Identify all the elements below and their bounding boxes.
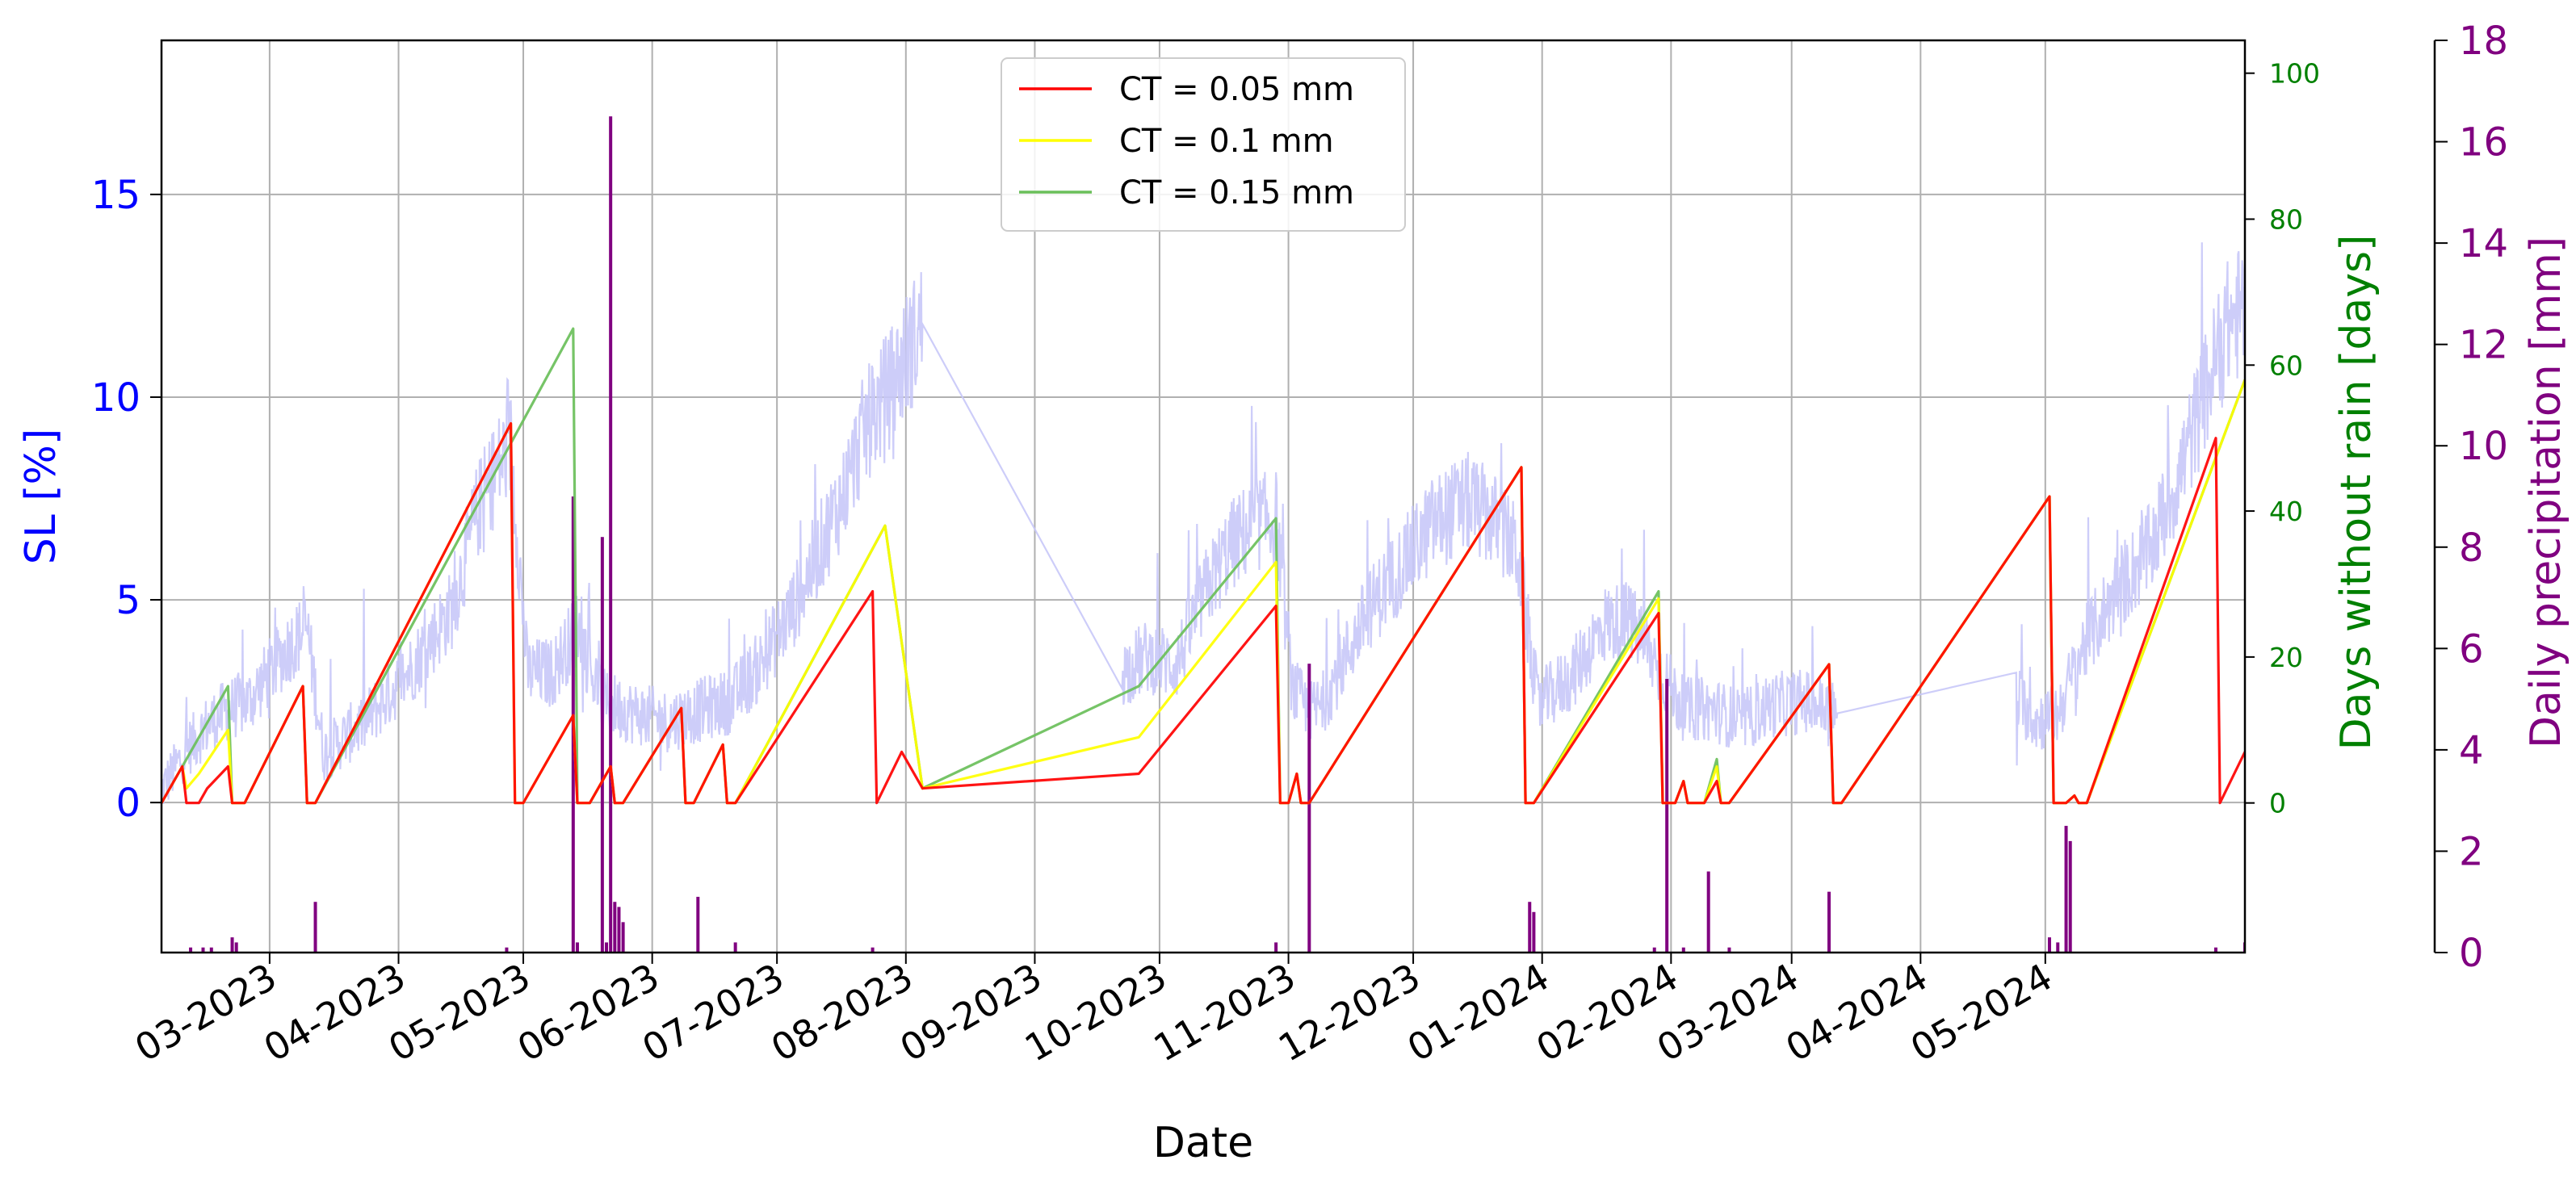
precip-bar [234, 942, 238, 953]
right-outer-y-axis: 0 2 4 6 8 10 12 14 16 18 [2433, 19, 2508, 976]
right-inner-tick-label: 80 [2269, 203, 2303, 235]
precip-bar [1665, 679, 1669, 953]
right-inner-y-axis: 0 20 40 60 80 100 [2245, 58, 2320, 819]
precip-bar [609, 116, 613, 953]
right-inner-tick-label: 40 [2269, 496, 2303, 527]
precip-bar [1706, 871, 1710, 953]
precip-bar [2213, 947, 2217, 953]
x-tick-label: 05-2024 [1903, 955, 2059, 1070]
x-tick-label: 11-2023 [1147, 955, 1303, 1070]
precip-bar [600, 537, 604, 953]
right-inner-tick-label: 60 [2269, 350, 2303, 381]
x-tick-label: 04-2024 [1778, 955, 1934, 1070]
precip-bar [1274, 942, 1278, 953]
right-inner-y-axis-title: Days without rain [days] [2332, 235, 2381, 751]
x-axis: 03-202304-202305-202306-202307-202308-20… [128, 953, 2059, 1070]
legend-label: CT = 0.15 mm [1119, 174, 1354, 211]
precip-bar [1528, 902, 1532, 953]
right-outer-tick-label: 14 [2459, 221, 2508, 266]
precip-bar [189, 947, 193, 953]
precip-bar [2068, 840, 2072, 953]
right-outer-y-axis-title: Daily precipitation [mm] [2522, 237, 2570, 748]
x-tick-label: 12-2023 [1271, 955, 1427, 1070]
precip-bar [575, 942, 579, 953]
left-tick-label: 15 [91, 173, 141, 218]
left-y-axis-title: SL [%] [17, 429, 65, 565]
left-y-axis: 0 5 10 15 [91, 173, 162, 826]
x-tick-label: 09-2023 [892, 955, 1048, 1070]
sl-series [162, 242, 2245, 804]
legend-label: CT = 0.05 mm [1119, 71, 1354, 108]
precip-bar [1652, 947, 1656, 953]
x-tick-label: 03-2023 [128, 955, 283, 1070]
legend-box [1001, 57, 1406, 232]
precip-bar [733, 942, 737, 953]
legend-label: CT = 0.1 mm [1119, 123, 1334, 160]
plot-frame [160, 39, 2247, 954]
precip-bar [1827, 891, 1831, 953]
precip-bar [209, 947, 213, 953]
precip-bar [313, 902, 317, 953]
precip-bar [505, 947, 509, 953]
precip-bar [2047, 937, 2051, 953]
days-without-rain-series [162, 327, 2245, 805]
dwr-line [162, 422, 2245, 805]
left-tick-label: 10 [91, 375, 141, 421]
right-inner-tick-label: 20 [2269, 642, 2303, 673]
precip-bar [696, 896, 700, 953]
right-inner-tick-label: 100 [2269, 58, 2320, 90]
sl-line [162, 242, 2245, 804]
right-outer-tick-label: 6 [2459, 626, 2484, 672]
x-tick-label: 01-2024 [1400, 955, 1556, 1070]
x-tick-label: 07-2023 [635, 955, 791, 1070]
precip-bar [621, 922, 625, 953]
precip-bar [1727, 947, 1731, 953]
precip-bar [2064, 826, 2068, 953]
left-tick-label: 0 [115, 781, 141, 826]
right-outer-tick-label: 18 [2459, 19, 2508, 64]
right-inner-tick-label: 0 [2269, 788, 2286, 819]
precip-bar [613, 902, 617, 953]
x-tick-label: 06-2023 [510, 955, 666, 1070]
precip-bar [1532, 911, 1536, 953]
right-outer-tick-label: 2 [2459, 829, 2484, 874]
right-outer-tick-label: 10 [2459, 424, 2508, 469]
right-outer-tick-label: 16 [2459, 120, 2508, 165]
x-tick-label: 08-2023 [764, 955, 920, 1070]
precip-bar [230, 937, 234, 953]
legend: CT = 0.05 mm CT = 0.1 mm CT = 0.15 mm [1001, 57, 1406, 232]
x-tick-label: 10-2023 [1017, 955, 1173, 1070]
x-tick-label: 05-2023 [381, 955, 537, 1070]
left-tick-label: 5 [115, 578, 141, 623]
precip-bar [605, 942, 609, 953]
precip-bar [617, 907, 621, 953]
precip-bar [1681, 947, 1685, 953]
x-tick-label: 04-2023 [257, 955, 413, 1070]
x-axis-title: Date [1153, 1119, 1253, 1167]
right-outer-tick-label: 0 [2459, 931, 2484, 976]
precip-bar [871, 947, 875, 953]
precip-bar [201, 947, 205, 953]
right-outer-tick-label: 12 [2459, 323, 2508, 368]
right-outer-tick-label: 4 [2459, 728, 2484, 773]
precip-bar [2056, 942, 2060, 953]
precip-bar [1307, 664, 1311, 953]
right-outer-tick-label: 8 [2459, 526, 2484, 571]
